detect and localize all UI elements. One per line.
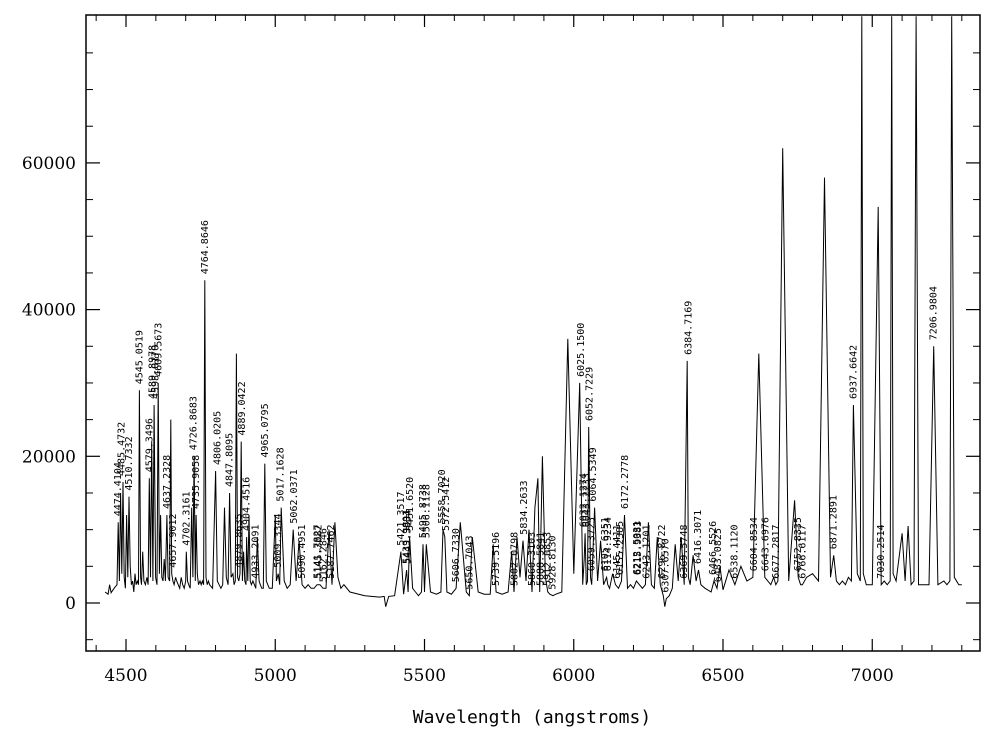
line-label: 6025.1500 [576, 323, 587, 377]
line-label: 5009.3344 [273, 514, 284, 568]
line-label: 4965.0795 [260, 403, 271, 457]
line-label: 6059.3725 [586, 517, 597, 571]
line-label: 6677.2817 [771, 525, 782, 579]
line-label: 6043.2233 [582, 473, 593, 527]
line-label: 6766.6117 [797, 525, 808, 579]
line-label: 5928.8130 [547, 536, 558, 590]
line-label: 5145.3082 [314, 525, 325, 579]
line-label: 5650.7043 [464, 536, 475, 590]
line-label: 6416.3071 [693, 510, 704, 564]
x-tick-label: 7000 [851, 666, 894, 686]
line-label: 6032.1274 [578, 473, 589, 527]
line-label: 4735.9058 [191, 455, 202, 509]
line-label: 5162.2846 [319, 528, 330, 582]
line-label: 6296.8722 [657, 525, 668, 579]
line-label: 5802.0798 [510, 532, 521, 586]
line-label: 5090.4951 [297, 525, 308, 579]
line-label: 5834.2633 [519, 481, 530, 535]
line-label: 6643.6976 [761, 517, 772, 571]
x-axis-title: Wavelength (angstroms) [413, 707, 651, 728]
line-label: 5558.7020 [437, 469, 448, 523]
line-label: 4589.8978 [148, 345, 159, 399]
line-label: 5495.8738 [418, 484, 429, 538]
line-label: 4579.3496 [145, 418, 156, 472]
line-label: 4764.8646 [200, 220, 211, 274]
line-label: 5912.0853 [543, 532, 554, 586]
line-label: 7206.9804 [929, 286, 940, 340]
line-label: 5451.6520 [405, 477, 416, 531]
line-label: 4933.2091 [250, 525, 261, 579]
line-label: 6538.1120 [729, 525, 740, 579]
line-label: 4545.0519 [134, 330, 145, 384]
line-label: 6752.8335 [793, 517, 804, 571]
line-label: 5506.1128 [421, 484, 432, 538]
x-tick-label: 6000 [552, 666, 595, 686]
line-label: 6307.6570 [660, 538, 671, 592]
line-label: 6483.0825 [713, 528, 724, 582]
line-label: 6064.5349 [588, 447, 599, 501]
line-label: 4847.8095 [225, 433, 236, 487]
line-label: 6172.2778 [620, 455, 631, 509]
line-label: 4657.9012 [168, 514, 179, 568]
line-label: 4474.4104 [113, 462, 124, 516]
x-tick-label: 4500 [104, 666, 147, 686]
x-tick-label: 5500 [403, 666, 446, 686]
line-label: 6212.5031 [632, 521, 643, 575]
line-label: 4485.4732 [117, 422, 128, 476]
line-label: 4879.8635 [234, 514, 245, 568]
line-label: 6937.6642 [848, 345, 859, 399]
line-label: 5860.3103 [527, 532, 538, 586]
line-label: 6871.2891 [829, 495, 840, 549]
line-label: 4637.2328 [162, 455, 173, 509]
line-label: 4904.4516 [242, 477, 253, 531]
x-tick-label: 5000 [254, 666, 297, 686]
y-tick-label: 20000 [22, 447, 76, 467]
line-label: 5062.0371 [289, 469, 300, 523]
line-label: 5739.5196 [491, 532, 502, 586]
line-label: 5421.3517 [396, 492, 407, 546]
line-label: 5606.7330 [451, 528, 462, 582]
line-label: 4702.3161 [181, 492, 192, 546]
y-tick-label: 0 [65, 594, 76, 614]
line-label: 6384.7169 [683, 301, 694, 355]
axis-ticks: 4500 5000 5500 6000 6500 7000 0 20000 40000 60000 [22, 15, 980, 686]
y-tick-label: 40000 [22, 301, 76, 321]
line-label: 6215.9383 [633, 521, 644, 575]
plot-frame [85, 14, 981, 652]
line-label: 5572.5412 [441, 477, 452, 531]
line-label: 5141.7827 [312, 525, 323, 579]
spectrum-line [104, 16, 962, 607]
y-tick-label: 60000 [22, 154, 76, 174]
line-label: 5187.7462 [326, 525, 337, 579]
x-tick-label: 6500 [701, 666, 744, 686]
line-label: 6155.2385 [615, 521, 626, 575]
line-label: 4510.7332 [124, 436, 135, 490]
line-label: 5439.9891 [401, 510, 412, 564]
line-label: 4806.0205 [212, 411, 223, 465]
line-label: 4609.5673 [154, 323, 165, 377]
line-label: 4598.0170 [150, 345, 161, 399]
line-label: 7030.2514 [876, 525, 887, 579]
line-label: 6114.9234 [603, 517, 614, 571]
line-label: 6145.4411 [612, 525, 623, 579]
line-label: 6466.5526 [708, 521, 719, 575]
line-label: 4726.8683 [189, 396, 200, 450]
line-label: 5017.1628 [275, 447, 286, 501]
line-label: 6604.8534 [749, 517, 760, 571]
line-label: 4889.0422 [237, 381, 248, 435]
line-label: 5443.3934 [403, 510, 414, 564]
line-label: 6052.7229 [584, 367, 595, 421]
line-label: 6105.6351 [600, 517, 611, 571]
